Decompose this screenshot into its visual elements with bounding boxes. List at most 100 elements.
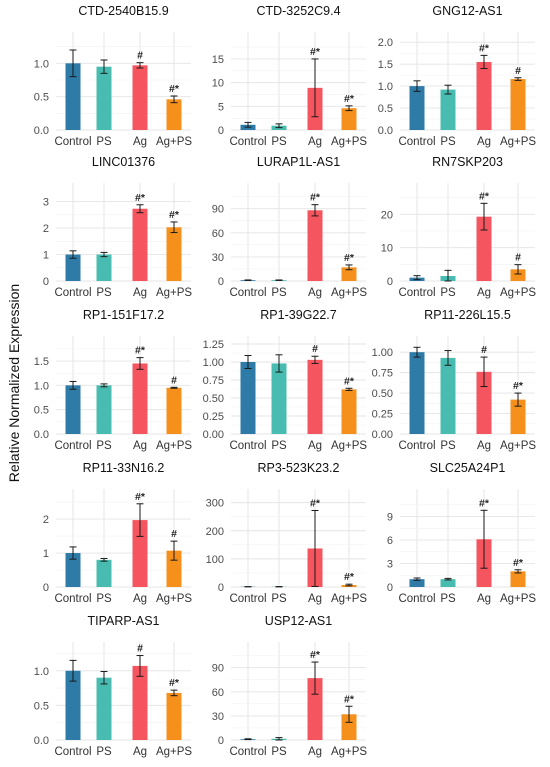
x-tick-label: Ag: [133, 593, 147, 605]
significance-mark: #*: [344, 693, 355, 705]
x-tick-label: PS: [96, 136, 112, 148]
significance-mark: #*: [344, 571, 355, 583]
y-tick-label: 0.75: [203, 375, 224, 387]
y-tick-label: 1.5: [34, 356, 49, 368]
panel-title: GNG12-AS1: [432, 4, 502, 18]
error-bar: [311, 58, 319, 118]
significance-mark: #*: [344, 375, 355, 387]
bar: [307, 359, 323, 434]
y-tick-label: 3: [387, 559, 393, 571]
panel-title: TIPARP-AS1: [87, 614, 159, 628]
error-bar: [311, 661, 319, 695]
x-tick-label: PS: [271, 440, 287, 452]
bar: [96, 677, 112, 740]
panel-title: USP12-AS1: [265, 614, 332, 628]
x-tick-label: Control: [398, 136, 435, 148]
x-tick-label: Ag: [477, 440, 491, 452]
bar: [166, 99, 182, 130]
bar: [96, 559, 112, 587]
y-tick-label: 2: [43, 223, 49, 235]
error-bar: [69, 546, 77, 560]
x-tick-label: PS: [271, 287, 287, 299]
error-bar: [100, 557, 108, 562]
error-bar: [244, 121, 252, 128]
y-tick-label: 30: [212, 711, 224, 723]
error-bar: [170, 95, 178, 104]
error-bar: [100, 251, 108, 258]
significance-mark: #: [171, 528, 177, 540]
significance-mark: #: [312, 343, 318, 355]
x-tick-label: Ag+PS: [500, 440, 536, 452]
y-tick-label: 0.50: [372, 388, 393, 400]
y-tick-label: 60: [212, 687, 224, 699]
significance-mark: #: [171, 374, 177, 386]
error-bar: [170, 540, 178, 561]
panel: TIPARP-AS1 0.0 0.5 1.0 Control PS # Ag #* Ag+PS: [34, 614, 193, 758]
y-tick-label: 1.0: [378, 81, 393, 93]
bar: [132, 363, 148, 434]
error-bar: [444, 350, 452, 366]
y-tick-label: 2: [43, 514, 49, 526]
y-tick-label: 10: [381, 243, 393, 255]
x-tick-label: Ag: [477, 593, 491, 605]
error-bar: [444, 577, 452, 581]
error-bar: [444, 269, 452, 282]
panel: GNG12-AS1 0.0 0.5 1.0 1.5 2.0 Control PS #* Ag # Ag…: [378, 4, 537, 148]
bar: [440, 89, 456, 130]
error-bar: [413, 346, 421, 358]
x-tick-label: PS: [96, 746, 112, 758]
error-bar: [514, 264, 522, 275]
bar: [132, 665, 148, 740]
bar: [476, 371, 492, 434]
error-bar: [514, 77, 522, 81]
bar: [166, 387, 182, 434]
panel: RP1-151F17.2 0.0 0.5 1.0 1.5 Control PS #* Ag # Ag…: [34, 308, 193, 452]
y-tick-label: 15: [212, 54, 224, 66]
x-tick-label: Ag+PS: [156, 287, 192, 299]
x-tick-label: Ag+PS: [331, 746, 367, 758]
error-bar: [345, 387, 353, 391]
x-tick-label: Control: [398, 593, 435, 605]
y-tick-label: 1.5: [378, 59, 393, 71]
bar: [307, 210, 323, 281]
bar: [341, 267, 357, 281]
error-bar: [100, 59, 108, 74]
significance-mark: #: [137, 50, 143, 62]
y-tick-label: 200: [206, 526, 224, 538]
y-tick-label: 1.00: [372, 347, 393, 359]
bar: [240, 362, 256, 434]
panel: RN7SKP203 0 10 20 Control PS #* Ag # Ag+PS: [381, 155, 537, 299]
error-bar: [69, 250, 77, 259]
bar: [307, 678, 323, 740]
bar: [409, 579, 425, 587]
y-tick-label: 0.5: [34, 92, 49, 104]
significance-mark: #*: [310, 649, 321, 661]
x-tick-label: PS: [440, 440, 456, 452]
y-tick-label: 0.25: [372, 409, 393, 421]
x-tick-label: Ag+PS: [331, 440, 367, 452]
y-tick-label: 0: [218, 276, 224, 288]
x-tick-label: Ag+PS: [500, 136, 536, 148]
panel-title: SLC25A24P1: [430, 461, 506, 475]
panel: USP12-AS1 0 30 60 90 Control PS #* Ag #* Ag+PS: [212, 614, 368, 758]
y-tick-label: 0.0: [34, 125, 49, 137]
panel-title: RP1-39G22.7: [260, 308, 336, 322]
x-tick-label: Control: [54, 287, 91, 299]
x-tick-label: Control: [54, 593, 91, 605]
x-tick-label: Ag: [308, 440, 322, 452]
y-tick-label: 5: [218, 101, 224, 113]
y-tick-label: 300: [206, 498, 224, 510]
bar: [476, 216, 492, 281]
y-tick-label: 10: [212, 78, 224, 90]
y-tick-label: 0: [218, 582, 224, 594]
error-bar: [345, 583, 353, 587]
bar: [341, 389, 357, 434]
panel: RP11-226L15.5 0.00 0.25 0.50 0.75 1.00 Control…: [372, 308, 537, 452]
x-tick-label: Ag+PS: [156, 746, 192, 758]
error-bar: [69, 659, 77, 682]
panel: RP11-33N16.2 0 1 2 Control PS #* Ag # Ag+PS: [43, 461, 193, 605]
significance-mark: #: [515, 252, 521, 264]
panel: CTD-2540B15.9 0.0 0.5 1.0 Control PS # Ag #* Ag+P…: [34, 4, 193, 148]
error-bar: [311, 355, 319, 364]
